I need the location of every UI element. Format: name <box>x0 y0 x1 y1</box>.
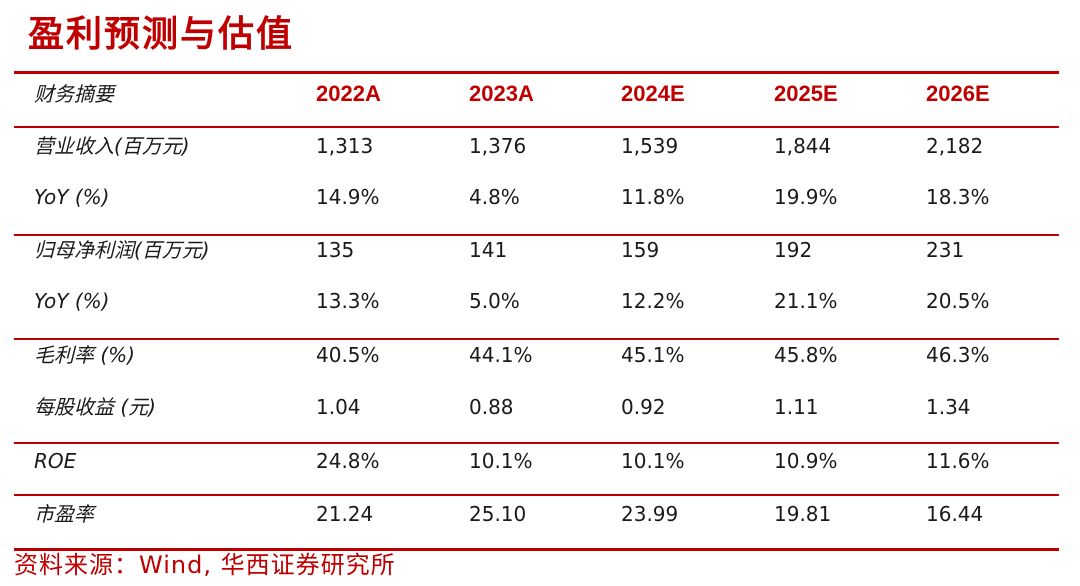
cell-value: 45.8% <box>774 343 838 367</box>
cell-value: 13.3% <box>316 289 380 313</box>
cell-value: 0.88 <box>469 395 514 419</box>
cell-value: 19.81 <box>774 502 832 526</box>
header-label: 财务摘要 <box>34 82 114 106</box>
cell-value: 5.0% <box>469 289 520 313</box>
header-year: 2023A <box>469 81 534 106</box>
cell-value: 19.9% <box>774 185 838 209</box>
group-divider <box>14 442 1059 444</box>
row-label: YoY (%) <box>34 185 110 209</box>
cell-value: 16.44 <box>926 502 984 526</box>
table-row: 毛利率 (%) 40.5% 44.1% 45.1% 45.8% 46.3% <box>14 340 1059 370</box>
table-row: 市盈率 21.24 25.10 23.99 19.81 16.44 <box>14 499 1059 529</box>
cell-value: 192 <box>774 238 813 262</box>
cell-value: 0.92 <box>621 395 666 419</box>
group-divider <box>14 338 1059 340</box>
row-label: ROE <box>34 449 77 473</box>
row-label: 营业收入(百万元) <box>34 134 190 158</box>
header-bottom-rule <box>14 126 1059 128</box>
row-label: YoY (%) <box>34 289 110 313</box>
cell-value: 135 <box>316 238 355 262</box>
cell-value: 1.04 <box>316 395 361 419</box>
table-header-row: 财务摘要 2022A 2023A 2024E 2025E 2026E <box>14 79 1059 109</box>
header-top-rule <box>14 71 1059 74</box>
cell-value: 10.9% <box>774 449 838 473</box>
cell-value: 1,313 <box>316 134 374 158</box>
group-divider <box>14 234 1059 236</box>
header-year: 2024E <box>621 81 685 106</box>
table-row: 归母净利润(百万元) 135 141 159 192 231 <box>14 235 1059 265</box>
cell-value: 10.1% <box>621 449 685 473</box>
cell-value: 25.10 <box>469 502 527 526</box>
row-label: 每股收益 (元) <box>34 395 156 419</box>
cell-value: 1,376 <box>469 134 527 158</box>
cell-value: 1,539 <box>621 134 679 158</box>
table-bottom-rule <box>14 548 1059 551</box>
cell-value: 231 <box>926 238 965 262</box>
group-divider <box>14 494 1059 496</box>
cell-value: 18.3% <box>926 185 990 209</box>
cell-value: 46.3% <box>926 343 990 367</box>
cell-value: 23.99 <box>621 502 679 526</box>
page-title: 盈利预测与估值 <box>28 13 295 55</box>
cell-value: 1,844 <box>774 134 832 158</box>
cell-value: 44.1% <box>469 343 533 367</box>
row-label: 毛利率 (%) <box>34 343 135 367</box>
header-year: 2026E <box>926 81 990 106</box>
table-row: YoY (%) 14.9% 4.8% 11.8% 19.9% 18.3% <box>14 182 1059 212</box>
cell-value: 159 <box>621 238 660 262</box>
cell-value: 1.11 <box>774 395 819 419</box>
cell-value: 12.2% <box>621 289 685 313</box>
cell-value: 45.1% <box>621 343 685 367</box>
cell-value: 20.5% <box>926 289 990 313</box>
cell-value: 11.8% <box>621 185 685 209</box>
cell-value: 40.5% <box>316 343 380 367</box>
row-label: 归母净利润(百万元) <box>34 238 210 262</box>
header-year: 2022A <box>316 81 381 106</box>
cell-value: 21.24 <box>316 502 374 526</box>
cell-value: 1.34 <box>926 395 971 419</box>
cell-value: 141 <box>469 238 508 262</box>
cell-value: 24.8% <box>316 449 380 473</box>
table-row: 营业收入(百万元) 1,313 1,376 1,539 1,844 2,182 <box>14 131 1059 161</box>
cell-value: 2,182 <box>926 134 984 158</box>
cell-value: 4.8% <box>469 185 520 209</box>
source-note: 资料来源：Wind, 华西证券研究所 <box>14 551 396 579</box>
cell-value: 10.1% <box>469 449 533 473</box>
table-row: ROE 24.8% 10.1% 10.1% 10.9% 11.6% <box>14 446 1059 476</box>
table-row: YoY (%) 13.3% 5.0% 12.2% 21.1% 20.5% <box>14 286 1059 316</box>
cell-value: 11.6% <box>926 449 990 473</box>
cell-value: 14.9% <box>316 185 380 209</box>
row-label: 市盈率 <box>34 502 94 526</box>
header-year: 2025E <box>774 81 838 106</box>
table-row: 每股收益 (元) 1.04 0.88 0.92 1.11 1.34 <box>14 392 1059 422</box>
cell-value: 21.1% <box>774 289 838 313</box>
